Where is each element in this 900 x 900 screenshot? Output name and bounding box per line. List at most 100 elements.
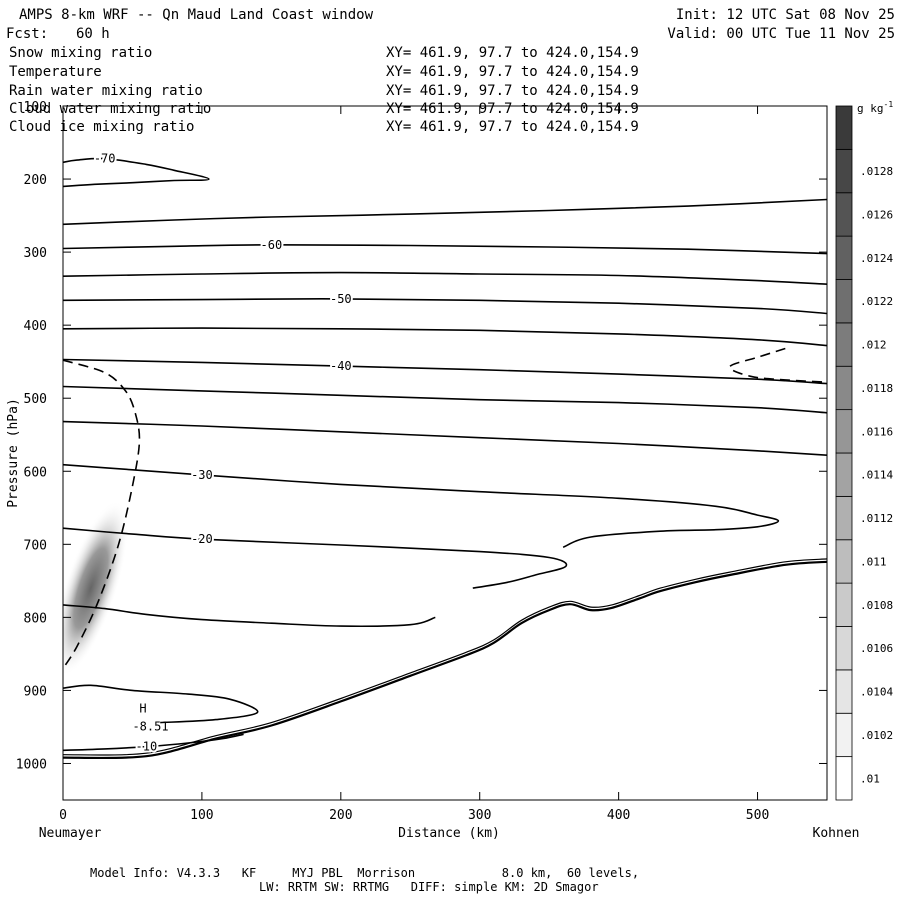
temperature-contour-label: -50 [330, 292, 352, 306]
colorbar-swatch [835, 539, 853, 584]
colorbar-swatch [835, 235, 853, 280]
y-tick-label: 700 [24, 538, 47, 553]
colorbar-swatch [835, 365, 853, 411]
colorbar-swatch [835, 712, 853, 758]
terrain-line [63, 560, 827, 760]
field-name-rain: Rain water mixing ratio [9, 83, 203, 99]
temperature-contour [63, 420, 827, 456]
field-xy-rain: XY= 461.9, 97.7 to 424.0,154.9 [386, 83, 639, 99]
model-info-line2: LW: RRTM SW: RRTMG DIFF: simple KM: 2D S… [259, 880, 599, 894]
temperature-contour [63, 385, 827, 414]
x-axis-title: Distance (km) [398, 826, 500, 841]
y-tick-label: 600 [24, 465, 47, 480]
temperature-contour [63, 463, 780, 548]
field-xy-cloud-ice: XY= 461.9, 97.7 to 424.0,154.9 [386, 119, 639, 135]
colorbar-swatch [835, 626, 853, 671]
x-tick-label: 500 [746, 808, 769, 823]
temperature-contour-label: -20 [191, 532, 213, 546]
colorbar-tick-label: .0116 [860, 425, 893, 438]
colorbar-tick-label: .0112 [860, 512, 893, 525]
temperature-contour [63, 733, 244, 752]
y-tick-label: 500 [24, 392, 47, 407]
colorbar-tick-label: .0108 [860, 599, 893, 612]
temperature-contour [63, 358, 827, 385]
temperature-contour [63, 327, 827, 347]
colorbar-tick-label: .0102 [860, 729, 893, 742]
colorbar-swatch [835, 582, 853, 627]
temperature-contour-label: -40 [330, 359, 352, 373]
colorbar-tick-label: .0114 [860, 469, 893, 482]
colorbar: .01 .0102 .0104 .0106 .0108 .011 .0112 .0114 .01… [835, 105, 893, 801]
colorbar-tick-label: .0126 [860, 208, 893, 221]
field-name-cloud-ice: Cloud ice mixing ratio [9, 119, 194, 135]
colorbar-unit: g kg-1 [857, 100, 893, 115]
colorbar-swatch [835, 105, 853, 150]
terrain-line-upper [63, 558, 827, 756]
colorbar-tick-label: .01 [860, 772, 880, 785]
chart-title: AMPS 8-km WRF -- Qn Maud Land Coast wind… [19, 7, 374, 23]
init-time: Init: 12 UTC Sat 08 Nov 25 [676, 7, 895, 23]
temperature-contour-label: -60 [261, 238, 283, 252]
y-tick-label: 800 [24, 611, 47, 626]
colorbar-tick-label: .0118 [860, 382, 893, 395]
x-tick-label: 0 [59, 808, 67, 823]
y-tick-label: 900 [24, 684, 47, 699]
annotation-label: H [139, 701, 146, 715]
colorbar-swatch [835, 452, 853, 497]
temperature-contour [63, 243, 827, 255]
colorbar-swatch [835, 322, 853, 367]
forecast-label: Fcst: [6, 26, 48, 42]
snow-dashed-contour [63, 359, 141, 669]
x-tick-label: 400 [607, 808, 630, 823]
snow-dashed-contour [729, 347, 827, 383]
x-tick-label: 100 [190, 808, 213, 823]
y-tick-label: 200 [24, 173, 47, 188]
temperature-contour-label: -70 [94, 152, 116, 166]
colorbar-swatch [835, 279, 853, 324]
y-tick-label: 300 [24, 246, 47, 261]
annotation-label: -8.51 [132, 720, 168, 734]
model-info-line1: Model Info: V4.3.3 KF MYJ PBL Morrison 8… [90, 866, 639, 880]
temperature-contour [63, 604, 436, 628]
colorbar-swatch [835, 669, 853, 714]
y-tick-label: 400 [24, 319, 47, 334]
y-tick-label: 1000 [16, 757, 47, 772]
temperature-contour [63, 157, 210, 188]
colorbar-swatch [835, 409, 853, 454]
colorbar-tick-label: .0124 [860, 252, 893, 265]
field-name-temperature: Temperature [9, 64, 102, 80]
plot-area: -70 -60 -50 -40 -30 -20 -10 H -8.51 100 200 300 400… [16, 100, 828, 823]
temperature-contour-label: -10 [136, 740, 158, 754]
temperature-contour [63, 271, 827, 285]
colorbar-tick-label: .0128 [860, 165, 893, 178]
colorbar-swatch [835, 148, 853, 194]
temperature-contour [63, 298, 827, 315]
field-xy-snow: XY= 461.9, 97.7 to 424.0,154.9 [386, 45, 639, 61]
snow-max-shading [63, 500, 129, 677]
temperature-contour-label: -30 [191, 468, 213, 482]
y-tick-label: 100 [24, 100, 47, 115]
x-tick-label: 300 [468, 808, 491, 823]
temperature-contour [63, 198, 827, 226]
colorbar-tick-label: .0106 [860, 642, 893, 655]
x-tick-label: 200 [329, 808, 352, 823]
colorbar-swatch [835, 192, 853, 237]
right-endpoint-label: Kohnen [813, 826, 860, 841]
colorbar-tick-label: .0122 [860, 295, 893, 308]
valid-time: Valid: 00 UTC Tue 11 Nov 25 [667, 26, 895, 42]
colorbar-tick-label: .0104 [860, 686, 893, 699]
plot-frame [62, 105, 828, 801]
colorbar-swatch [835, 495, 853, 541]
colorbar-tick-label: .012 [860, 339, 887, 352]
field-name-cloud-water: Cloud water mixing ratio [9, 101, 211, 117]
colorbar-tick-label: .011 [860, 555, 887, 568]
temperature-contour [63, 527, 568, 589]
temperature-contour [63, 684, 259, 724]
left-endpoint-label: Neumayer [39, 826, 102, 841]
field-xy-cloud-water: XY= 461.9, 97.7 to 424.0,154.9 [386, 101, 639, 117]
colorbar-swatch [835, 756, 853, 801]
field-name-snow: Snow mixing ratio [9, 45, 152, 61]
y-axis-title: Pressure (hPa) [6, 398, 21, 508]
forecast-hour: 60 h [76, 26, 110, 42]
